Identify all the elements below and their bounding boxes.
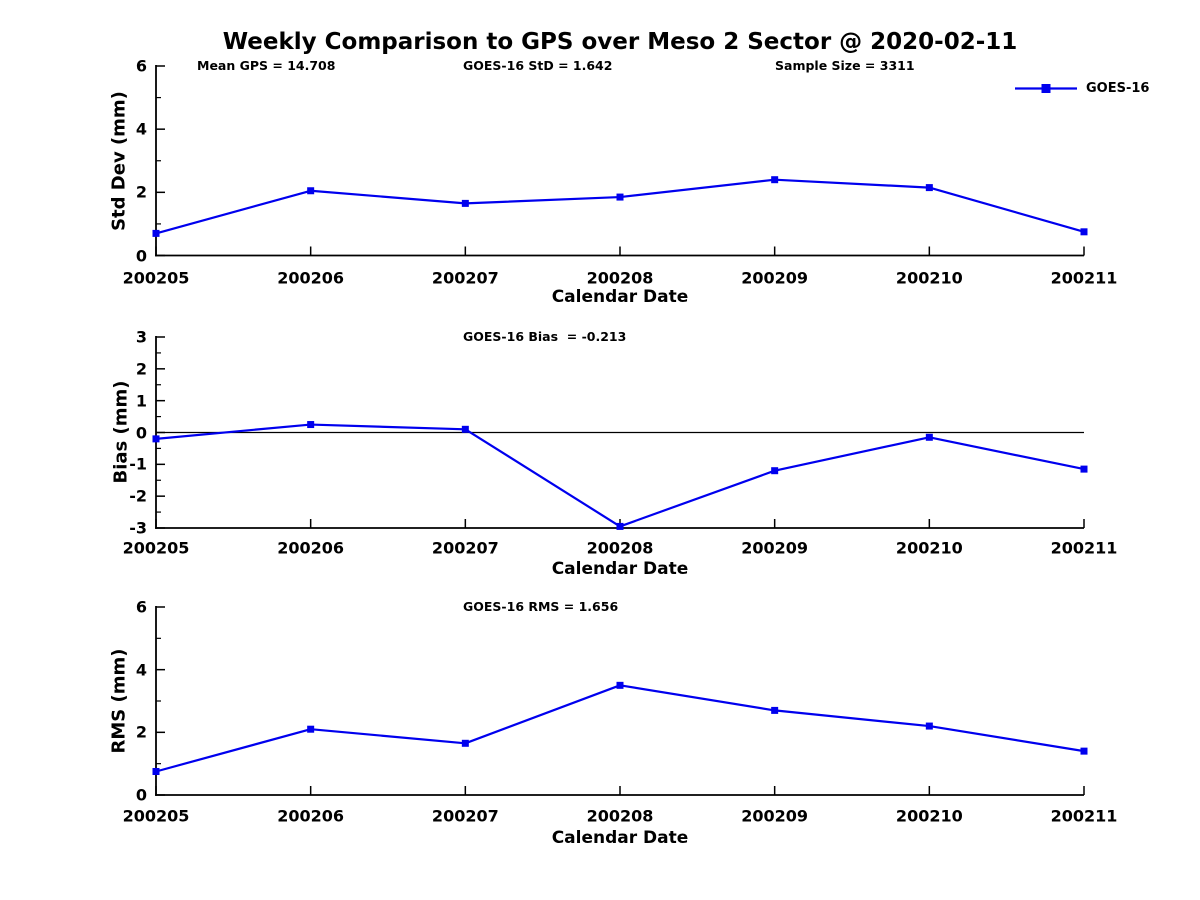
legend: GOES-16 — [1014, 80, 1150, 96]
data-point-marker — [616, 681, 624, 689]
x-tick-label: 200208 — [586, 806, 654, 826]
annotation-goes16-rms: GOES-16 RMS = 1.656 — [463, 599, 619, 614]
annotation-sample-size: Sample Size = 3311 — [775, 58, 915, 73]
x-tick-label: 200207 — [431, 538, 499, 558]
data-point-marker — [1080, 465, 1088, 473]
x-tick-label: 200206 — [277, 268, 345, 288]
data-point-marker — [925, 433, 933, 441]
data-point-marker — [1080, 228, 1088, 236]
y-tick-label: 0 — [135, 246, 147, 265]
data-point-marker — [461, 739, 469, 747]
x-tick-label: 200205 — [122, 538, 190, 558]
data-point-marker — [152, 768, 160, 775]
data-point-marker — [925, 722, 933, 730]
data-point-marker — [616, 522, 624, 530]
y-tick-label: 2 — [135, 182, 147, 202]
series-line-GOES-16 — [155, 178, 1085, 235]
data-point-marker — [616, 193, 624, 201]
x-tick-label: 200211 — [1050, 268, 1118, 288]
x-tick-label: 200206 — [277, 538, 345, 558]
y-tick-label: 6 — [135, 597, 147, 617]
y-tick-label: 1 — [135, 391, 147, 411]
y-tick-label: 4 — [135, 660, 147, 680]
y-tick-label: -2 — [129, 486, 147, 506]
y-tick-label: -3 — [129, 518, 147, 538]
x-tick-label: 200209 — [741, 268, 809, 288]
data-point-marker — [152, 435, 160, 443]
data-point-marker — [307, 421, 315, 429]
x-tick-label: 200206 — [277, 806, 345, 826]
x-tick-label: 200210 — [895, 806, 963, 826]
x-tick-label: 200209 — [741, 538, 809, 558]
x-tick-label: 200211 — [1050, 538, 1118, 558]
legend-line-marker-icon — [1015, 83, 1077, 93]
data-point-marker — [771, 176, 779, 184]
subplot-std-dev — [152, 65, 1088, 257]
data-point-marker — [307, 725, 315, 733]
x-axis-label-std-dev: Calendar Date — [551, 287, 689, 307]
annotation-mean-gps: Mean GPS = 14.708 — [197, 58, 336, 73]
subplot-bias — [152, 336, 1088, 530]
y-tick-label: 0 — [135, 423, 147, 442]
x-tick-label: 200210 — [895, 538, 963, 558]
figure-title: Weekly Comparison to GPS over Meso 2 Sec… — [222, 29, 1018, 55]
data-point-marker — [461, 199, 469, 207]
x-tick-label: 200207 — [431, 268, 499, 288]
x-tick-label: 200211 — [1050, 806, 1118, 826]
y-tick-label: 2 — [135, 722, 147, 742]
data-point-marker — [152, 229, 160, 237]
annotation-goes16-std: GOES-16 StD = 1.642 — [463, 58, 613, 73]
y-tick-label: -1 — [129, 454, 147, 474]
series-line-GOES-16 — [155, 423, 1085, 528]
y-axis-label-std-dev: Std Dev (mm) — [108, 91, 130, 231]
x-tick-label: 200205 — [122, 268, 190, 288]
x-tick-label: 200208 — [586, 268, 654, 288]
x-axis-label-rms: Calendar Date — [551, 828, 689, 848]
y-tick-label: 0 — [135, 785, 147, 805]
y-tick-label: 3 — [135, 327, 147, 347]
x-tick-label: 200207 — [431, 806, 499, 826]
y-axis-label-rms: RMS (mm) — [108, 648, 130, 754]
x-axis-label-bias: Calendar Date — [551, 559, 689, 579]
x-tick-label: 200205 — [122, 806, 190, 826]
y-tick-label: 2 — [135, 359, 147, 379]
annotation-goes16-bias: GOES-16 Bias = -0.213 — [463, 329, 627, 344]
legend-label: GOES-16 — [1086, 80, 1150, 96]
y-tick-label: 6 — [135, 56, 147, 76]
data-point-marker — [307, 187, 315, 195]
data-point-marker — [771, 467, 779, 475]
x-tick-label: 200210 — [895, 268, 963, 288]
subplot-rms — [152, 606, 1088, 796]
series-line-GOES-16 — [155, 684, 1085, 773]
x-tick-label: 200208 — [586, 538, 654, 558]
y-tick-label: 4 — [135, 119, 147, 139]
data-point-marker — [1080, 747, 1088, 755]
x-tick-label: 200209 — [741, 806, 809, 826]
data-point-marker — [461, 425, 469, 433]
data-point-marker — [925, 184, 933, 192]
data-point-marker — [771, 706, 779, 714]
